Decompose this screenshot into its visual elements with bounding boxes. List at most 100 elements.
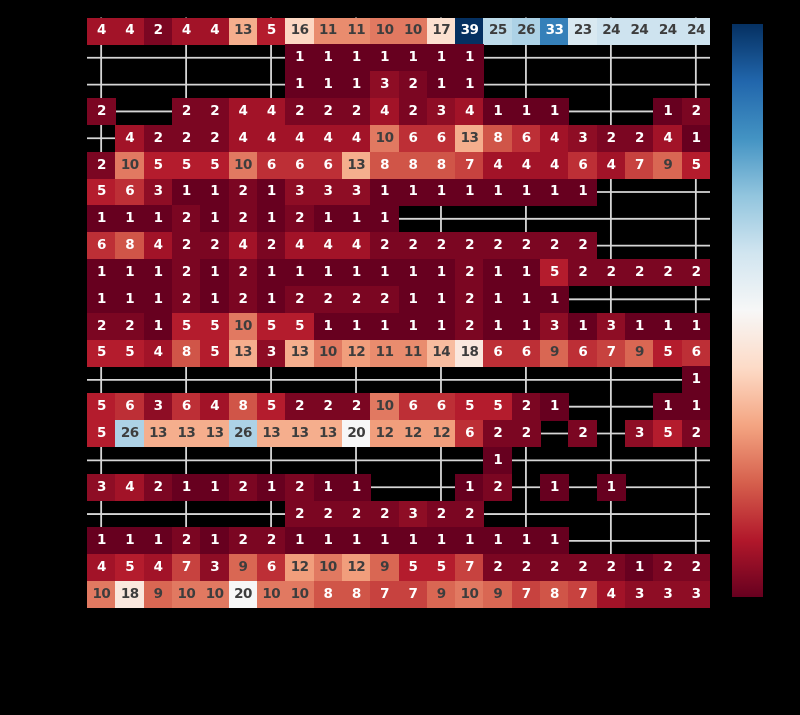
heatmap-cell: 7 bbox=[171, 554, 201, 582]
heatmap-cell: 1 bbox=[483, 527, 513, 555]
heatmap-cell: 5 bbox=[256, 17, 286, 45]
heatmap-cell: 1 bbox=[370, 205, 399, 233]
heatmap-cell: 1 bbox=[653, 98, 683, 126]
heatmap-cell: 6 bbox=[568, 339, 598, 367]
heatmap-cell: 13 bbox=[228, 339, 258, 367]
heatmap-cell: 2 bbox=[455, 259, 484, 287]
heatmap-cell: 1 bbox=[511, 259, 541, 287]
colorbar bbox=[732, 24, 763, 597]
heatmap-cell: 2 bbox=[313, 500, 343, 528]
heatmap-cell: 7 bbox=[625, 151, 654, 180]
heatmap-cell: 1 bbox=[455, 71, 484, 99]
heatmap-cell: 5 bbox=[200, 312, 230, 341]
heatmap-cell: 1 bbox=[455, 178, 484, 206]
heatmap-cell: 1 bbox=[398, 178, 428, 206]
heatmap-cell: 5 bbox=[115, 339, 145, 367]
heatmap-cell: 7 bbox=[398, 581, 428, 609]
heatmap-cell: 4 bbox=[200, 17, 230, 45]
heatmap-cell: 1 bbox=[455, 44, 484, 72]
heatmap-cell: 4 bbox=[115, 473, 145, 502]
heatmap-cell: 1 bbox=[200, 259, 230, 287]
heatmap-cell: 1 bbox=[511, 98, 541, 126]
heatmap-cell: 1 bbox=[483, 285, 513, 314]
heatmap-cell: 1 bbox=[596, 473, 626, 502]
heatmap-cell: 5 bbox=[115, 554, 145, 582]
heatmap-cell: 2 bbox=[370, 285, 399, 314]
heatmap-cell: 1 bbox=[370, 259, 399, 287]
heatmap-cell: 1 bbox=[341, 44, 371, 72]
heatmap-cell: 6 bbox=[681, 339, 711, 367]
heatmap-cell: 1 bbox=[87, 205, 116, 233]
heatmap-cell: 1 bbox=[455, 473, 484, 502]
heatmap-cell: 1 bbox=[540, 178, 569, 206]
heatmap-cell: 4 bbox=[143, 554, 173, 582]
heatmap-cell: 4 bbox=[455, 98, 484, 126]
heatmap-cell: 1 bbox=[313, 259, 343, 287]
heatmap-cell: 2 bbox=[256, 527, 286, 555]
heatmap-cell: 1 bbox=[398, 527, 428, 555]
heatmap-cell: 23 bbox=[568, 17, 598, 45]
heatmap-cell: 1 bbox=[540, 98, 569, 126]
heatmap-cell: 5 bbox=[653, 339, 683, 367]
heatmap-cell: 1 bbox=[568, 312, 598, 341]
heatmap-cell: 1 bbox=[171, 473, 201, 502]
heatmap-cell: 1 bbox=[681, 312, 711, 341]
heatmap-cell: 2 bbox=[285, 473, 315, 502]
heatmap-cell: 9 bbox=[426, 581, 456, 609]
heatmap-cell: 1 bbox=[285, 527, 315, 555]
heatmap-cell: 6 bbox=[171, 393, 201, 421]
heatmap-cell: 1 bbox=[256, 205, 286, 233]
heatmap-cell: 4 bbox=[228, 98, 258, 126]
heatmap-cell: 13 bbox=[143, 420, 173, 448]
heatmap-cell: 10 bbox=[370, 393, 399, 421]
heatmap-cell: 8 bbox=[540, 581, 569, 609]
heatmap-cell: 7 bbox=[455, 554, 484, 582]
heatmap-cell: 1 bbox=[256, 178, 286, 206]
heatmap-cell: 7 bbox=[511, 581, 541, 609]
heatmap-cell: 2 bbox=[596, 124, 626, 153]
heatmap-cell: 4 bbox=[115, 124, 145, 153]
heatmap-cell: 1 bbox=[540, 285, 569, 314]
heatmap-cell: 1 bbox=[341, 473, 371, 502]
heatmap-cell: 24 bbox=[653, 17, 683, 45]
heatmap-cell: 4 bbox=[143, 232, 173, 260]
heatmap-cell: 6 bbox=[483, 339, 513, 367]
heatmap-cell: 2 bbox=[171, 124, 201, 153]
heatmap-cell: 2 bbox=[143, 473, 173, 502]
heatmap-cell: 8 bbox=[171, 339, 201, 367]
heatmap-cell: 2 bbox=[370, 232, 399, 260]
heatmap-cell: 4 bbox=[228, 232, 258, 260]
heatmap-cell: 2 bbox=[171, 527, 201, 555]
heatmap-cell: 6 bbox=[285, 151, 315, 180]
heatmap-cell: 10 bbox=[256, 581, 286, 609]
heatmap-cell: 9 bbox=[540, 339, 569, 367]
heatmap-cell: 1 bbox=[625, 554, 654, 582]
heatmap-cell: 1 bbox=[511, 178, 541, 206]
heatmap-cell: 4 bbox=[228, 124, 258, 153]
heatmap-cell: 2 bbox=[341, 285, 371, 314]
heatmap-cell: 1 bbox=[115, 205, 145, 233]
heatmap-cell: 1 bbox=[426, 44, 456, 72]
heatmap-cell: 6 bbox=[256, 554, 286, 582]
heatmap-cell: 10 bbox=[370, 124, 399, 153]
heatmap-cell: 4 bbox=[596, 151, 626, 180]
heatmap-cell: 24 bbox=[596, 17, 626, 45]
heatmap-cell: 2 bbox=[143, 17, 173, 45]
heatmap-cell: 17 bbox=[426, 17, 456, 45]
heatmap-cell: 2 bbox=[228, 473, 258, 502]
heatmap-cell: 4 bbox=[115, 17, 145, 45]
heatmap-cell: 13 bbox=[455, 124, 484, 153]
heatmap-cell: 1 bbox=[313, 527, 343, 555]
heatmap-cell: 20 bbox=[341, 420, 371, 448]
heatmap-cell: 6 bbox=[313, 151, 343, 180]
heatmap-cell: 2 bbox=[171, 259, 201, 287]
heatmap-cell: 1 bbox=[398, 259, 428, 287]
heatmap-cell: 2 bbox=[540, 554, 569, 582]
heatmap-cell: 2 bbox=[285, 98, 315, 126]
heatmap-cell: 7 bbox=[370, 581, 399, 609]
heatmap-cell: 24 bbox=[625, 17, 654, 45]
heatmap-cell: 12 bbox=[341, 339, 371, 367]
heatmap-cell: 1 bbox=[398, 285, 428, 314]
heatmap-cell: 1 bbox=[426, 178, 456, 206]
heatmap-cell: 1 bbox=[398, 44, 428, 72]
